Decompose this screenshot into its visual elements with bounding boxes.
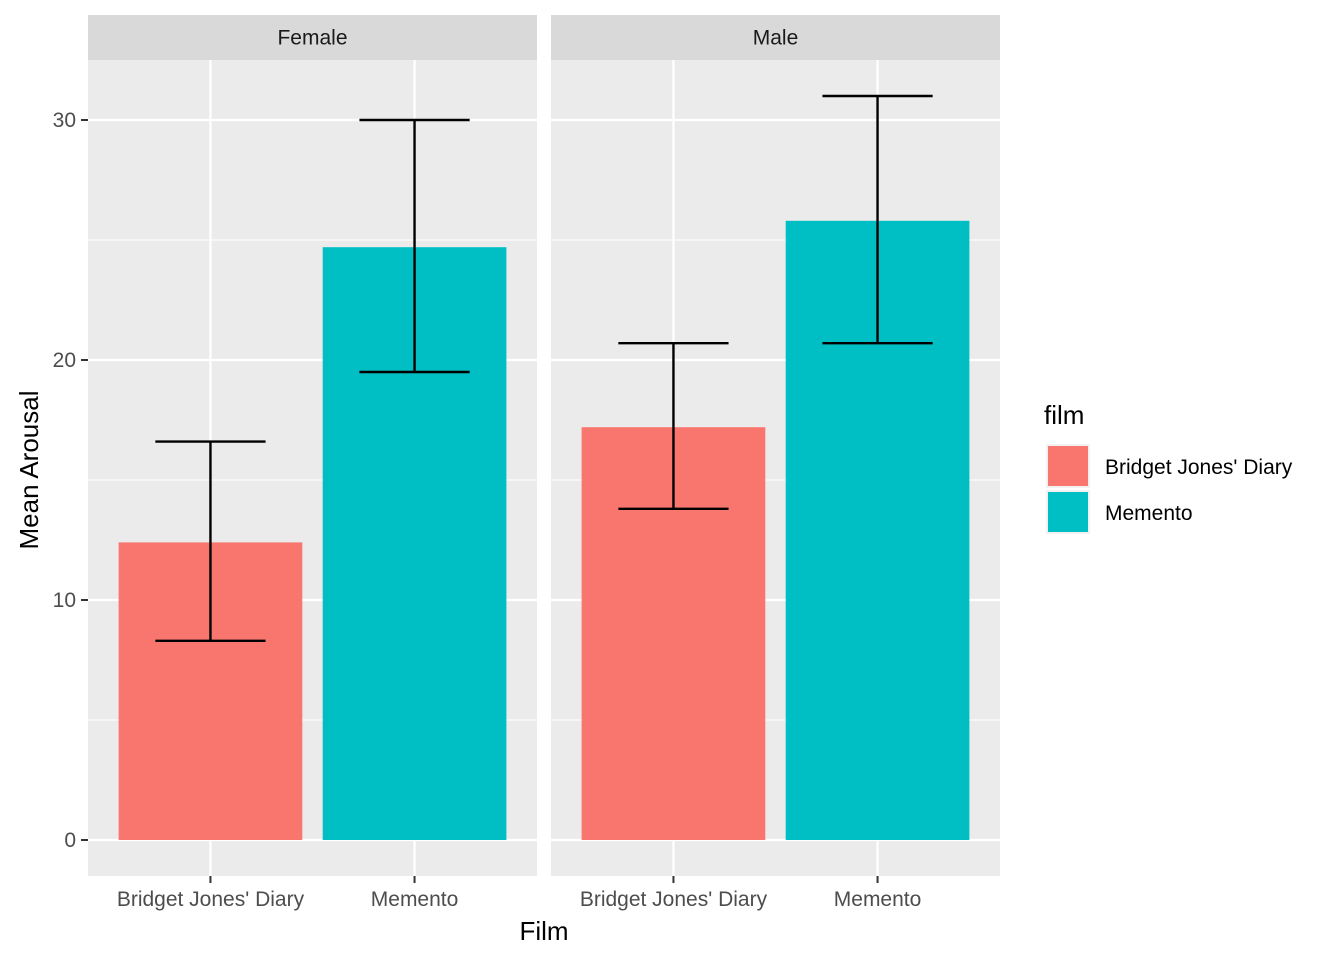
y-axis-title: Mean Arousal bbox=[14, 391, 44, 550]
x-tick-label: Bridget Jones' Diary bbox=[117, 888, 305, 911]
error-bar bbox=[155, 440, 266, 642]
x-tick-label: Memento bbox=[834, 888, 922, 911]
legend-item: Memento bbox=[1046, 490, 1193, 534]
legend-item: Bridget Jones' Diary bbox=[1046, 444, 1293, 488]
error-bar bbox=[359, 118, 470, 374]
error-bar bbox=[822, 94, 933, 345]
y-tick-label: 20 bbox=[53, 349, 76, 372]
x-tick-label: Memento bbox=[371, 888, 459, 911]
facet-strip-label: Male bbox=[753, 27, 799, 50]
legend: film Bridget Jones' Diary Memento bbox=[1044, 400, 1293, 534]
x-axis-title: Film bbox=[519, 916, 568, 946]
legend-title: film bbox=[1044, 400, 1084, 430]
y-tick-label: 10 bbox=[53, 589, 76, 612]
legend-label: Bridget Jones' Diary bbox=[1105, 456, 1293, 479]
facet-strip bbox=[551, 15, 1000, 60]
facet-male: Male Bridget Jones' Diary Memento bbox=[551, 15, 1000, 911]
facet-strip bbox=[88, 15, 537, 60]
y-tick-label: 0 bbox=[64, 829, 76, 852]
legend-label: Memento bbox=[1105, 502, 1193, 525]
legend-swatch bbox=[1048, 492, 1088, 532]
y-tick-label: 30 bbox=[53, 109, 76, 132]
x-tick-label: Bridget Jones' Diary bbox=[580, 888, 768, 911]
facet-female: Female Bridget Jones' Diary Memento bbox=[88, 15, 537, 911]
y-axis: 0 10 20 30 bbox=[53, 109, 88, 852]
legend-swatch bbox=[1048, 446, 1088, 486]
facet-strip-label: Female bbox=[277, 27, 347, 50]
error-bar bbox=[618, 342, 729, 510]
facet-panels: Female Bridget Jones' Diary Memento Male Bri… bbox=[88, 15, 1000, 911]
